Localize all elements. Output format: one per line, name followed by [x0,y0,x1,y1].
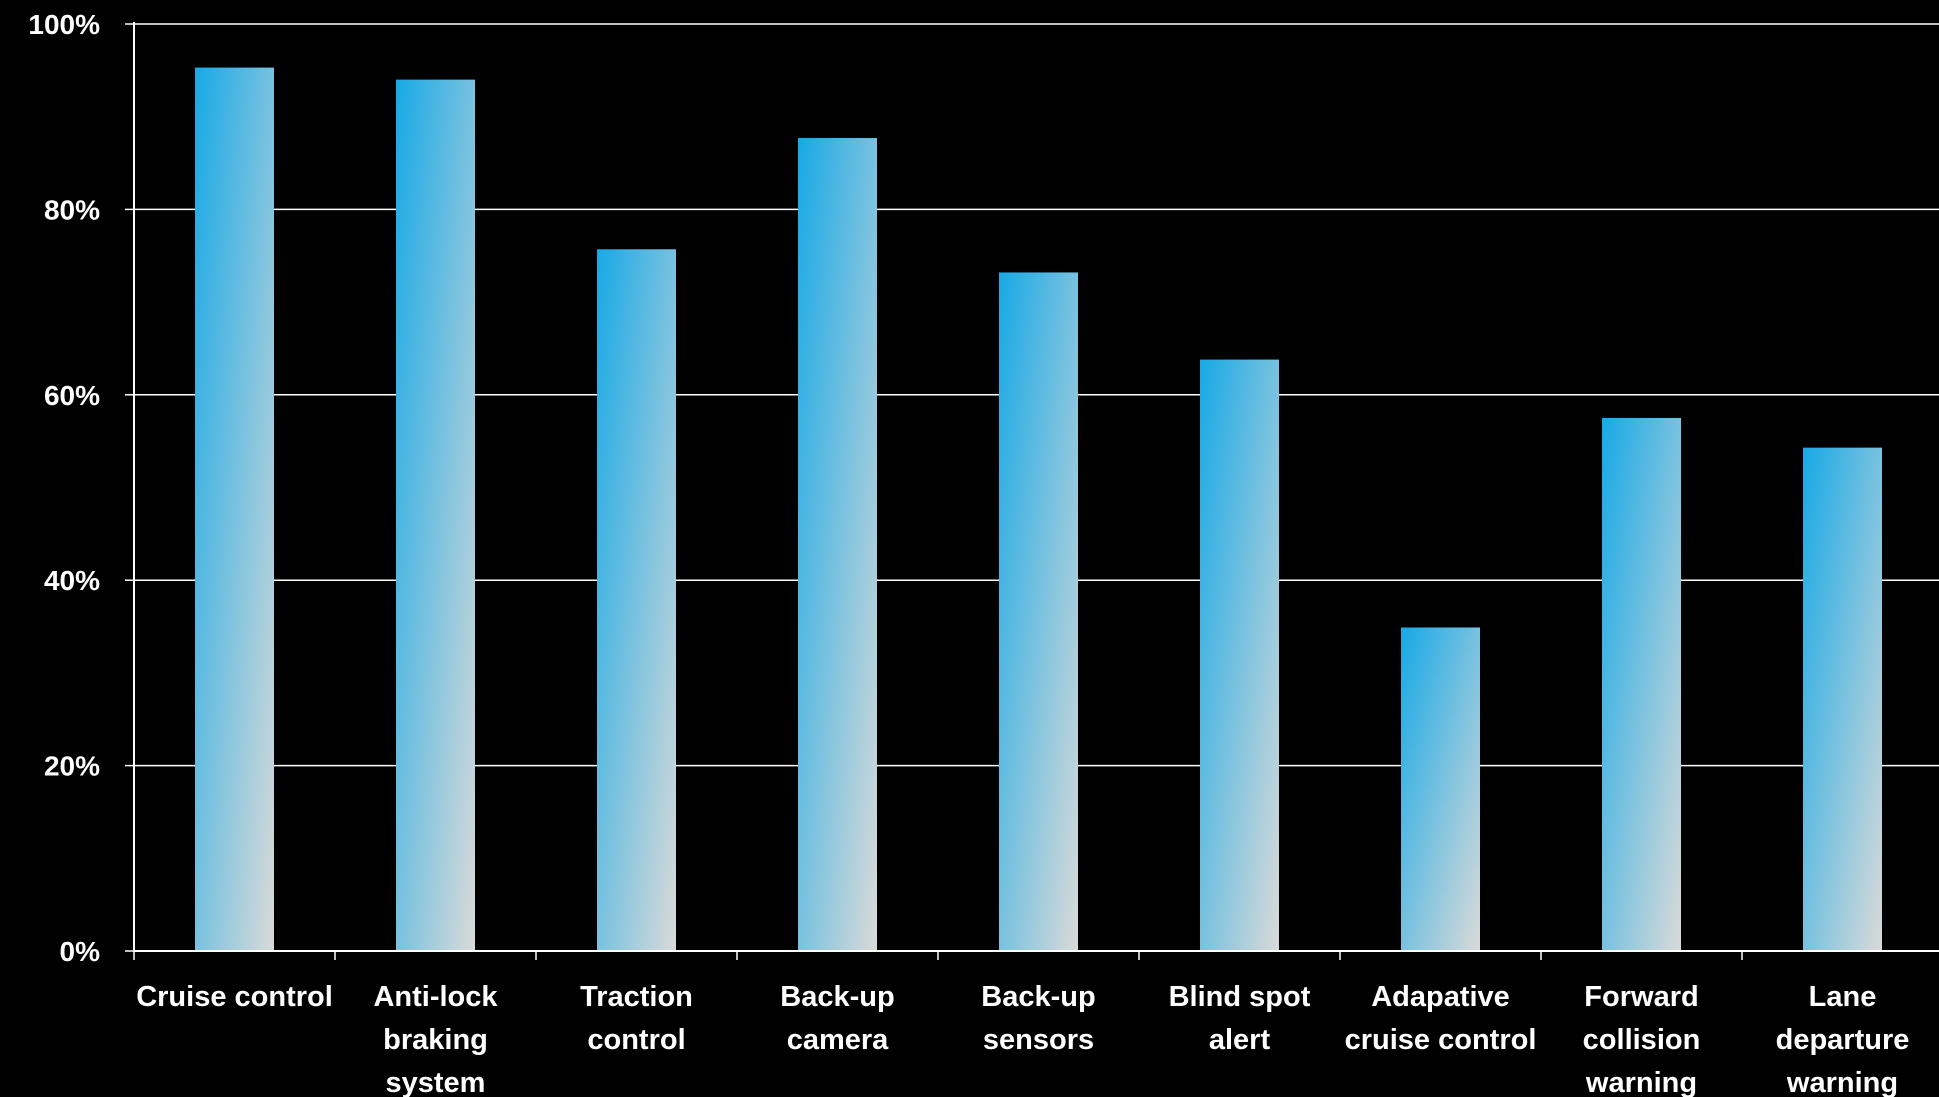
y-tick-label: 0% [60,936,101,967]
x-category-label: Forward collision warning [1583,981,1701,1097]
bar [1200,359,1279,952]
y-tick-label: 100% [28,9,100,40]
x-category-label: Back-up camera [780,981,894,1056]
bars [195,67,1882,952]
labels: 0% 20% 40% 60% 80% 100% Cruise control Anti-loc… [28,9,1909,1097]
y-tick-label: 20% [44,751,100,782]
y-tick-label: 60% [44,380,100,411]
bar [1401,627,1480,951]
bar [1602,417,1681,952]
bar [195,67,274,952]
y-tick-label: 80% [44,194,100,225]
x-category-label: Lane departure warning [1776,981,1910,1097]
bar [1803,447,1882,951]
x-category-label: Traction control [580,981,693,1056]
bar [999,272,1078,951]
y-tick-label: 40% [44,565,100,596]
bar [597,249,676,952]
axes [125,22,1939,960]
bar [396,79,475,952]
x-category-label: Adapative cruise control [1345,981,1537,1056]
bar [798,138,877,951]
x-category-label: Blind spot alert [1169,981,1311,1056]
x-category-label: Cruise control [136,981,333,1013]
x-category-label: Back-up sensors [981,981,1095,1056]
x-category-label: Anti-lock braking system [373,981,498,1097]
